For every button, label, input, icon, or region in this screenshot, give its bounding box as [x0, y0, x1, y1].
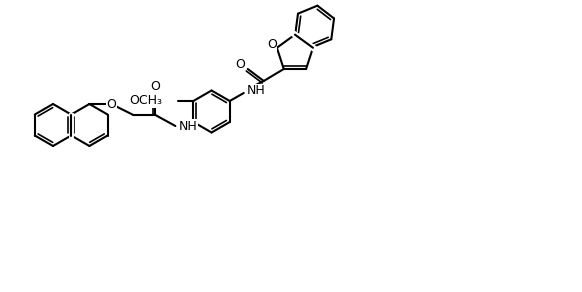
- Text: O: O: [150, 81, 160, 93]
- Text: O: O: [235, 58, 244, 70]
- Text: O: O: [107, 98, 116, 110]
- Text: NH: NH: [247, 84, 265, 98]
- Text: O: O: [267, 38, 277, 51]
- Text: NH: NH: [178, 119, 197, 133]
- Text: OCH₃: OCH₃: [129, 95, 162, 107]
